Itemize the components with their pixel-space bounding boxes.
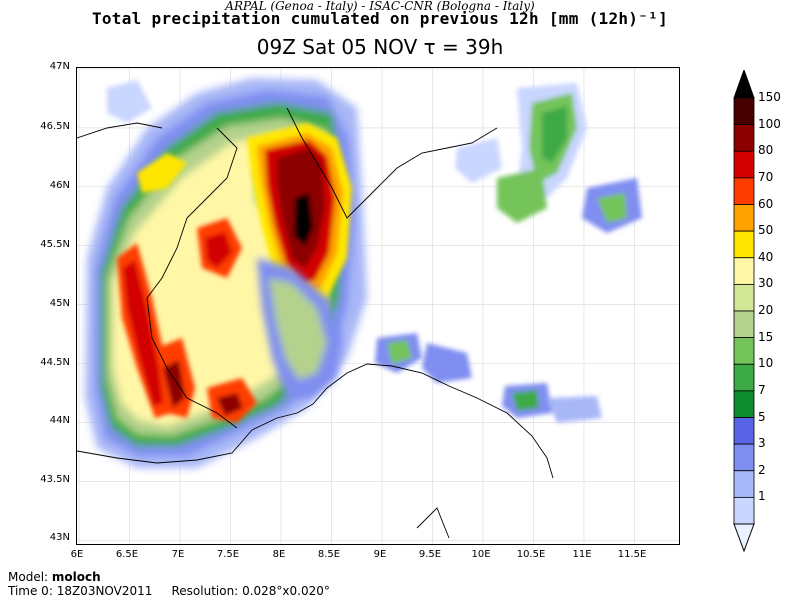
colorbar-max-arrow — [733, 70, 755, 99]
resolution-label: Resolution: — [171, 584, 239, 598]
colorbar-swatch — [733, 337, 755, 365]
precip-sea-tail — [257, 258, 342, 398]
colorbar-swatch — [733, 496, 755, 525]
colorbar-level-label: 60 — [758, 196, 774, 211]
footer-info: Model: moloch Time 0: 18Z03NOV2011 Resol… — [8, 570, 330, 598]
colorbar-swatch — [733, 124, 755, 152]
colorbar-swatch — [733, 417, 755, 445]
colorbar-level-label: 70 — [758, 169, 774, 184]
lon-label: 9E — [373, 549, 387, 560]
map-title: Total precipitation cumulated on previou… — [91, 9, 669, 28]
map-canvas — [77, 68, 679, 544]
colorbar-level-label: 80 — [758, 143, 774, 158]
colorbar-swatch — [733, 204, 755, 232]
lon-label: 11.5E — [617, 549, 647, 560]
colorbar-level-label: 7 — [758, 382, 766, 397]
precip-east-cells — [107, 80, 642, 423]
colorbar-level-label: 20 — [758, 303, 774, 317]
lon-label: 10E — [471, 549, 491, 560]
lat-label: 46.5N — [40, 121, 70, 132]
lon-label: 10.5E — [516, 549, 546, 560]
lat-label: 45.5N — [40, 239, 70, 250]
colorbar-level-label: 3 — [758, 436, 766, 451]
lat-label: 45N — [49, 298, 70, 309]
lat-label: 47N — [49, 61, 70, 72]
lon-label: 8E — [272, 549, 286, 560]
colorbar-min-arrow — [733, 523, 755, 552]
credits-line: ARPAL (Genoa - Italy) - ISAC-CNR (Bologn… — [225, 0, 535, 13]
colorbar-swatch — [733, 470, 755, 498]
lat-label: 43.5N — [40, 474, 70, 485]
colorbar-swatch — [733, 257, 755, 285]
colorbar-level-label: 30 — [758, 276, 774, 291]
time-label: Time 0: — [8, 584, 53, 598]
lon-label: 8.5E — [317, 549, 341, 560]
colorbar-level-label: 40 — [758, 249, 774, 264]
lon-label: 7E — [171, 549, 185, 560]
lat-label: 43N — [49, 532, 70, 543]
lon-label: 7.5E — [216, 549, 240, 560]
precipitation-map — [76, 67, 680, 545]
map-subtitle: 09Z Sat 05 NOV τ = 39h — [256, 35, 504, 59]
coastlines-and-borders — [77, 107, 554, 539]
time-value: 18Z03NOV2011 — [56, 584, 153, 598]
colorbar-level-label: 5 — [758, 409, 766, 424]
colorbar — [733, 70, 755, 552]
colorbar-swatch — [733, 443, 755, 472]
model-label: Model: — [8, 570, 49, 584]
colorbar-level-label: 15 — [758, 329, 774, 344]
colorbar-level-label: 50 — [758, 223, 774, 238]
lat-label: 44.5N — [40, 357, 70, 368]
precip-northeast-core — [247, 123, 352, 308]
colorbar-level-label: 10 — [758, 356, 774, 371]
lon-label: 6E — [70, 549, 84, 560]
colorbar-swatch — [733, 177, 755, 205]
colorbar-swatch — [733, 150, 755, 179]
colorbar-swatch — [733, 283, 755, 312]
colorbar-swatch — [733, 390, 755, 418]
colorbar-swatch — [733, 97, 755, 126]
lat-label: 46N — [49, 180, 70, 191]
colorbar-level-label: 2 — [758, 462, 766, 477]
resolution-value: 0.028°x0.020° — [242, 584, 330, 598]
lon-label: 9.5E — [418, 549, 442, 560]
lon-label: 11E — [572, 549, 592, 560]
lon-label: 6.5E — [115, 549, 139, 560]
model-value: moloch — [51, 570, 101, 584]
colorbar-level-label: 150 — [758, 90, 781, 104]
lat-label: 44N — [49, 415, 70, 426]
colorbar-swatch — [733, 230, 755, 259]
colorbar-swatch — [733, 310, 755, 339]
colorbar-swatch — [733, 363, 755, 392]
colorbar-level-label: 1 — [758, 489, 766, 504]
colorbar-level-label: 100 — [758, 116, 781, 131]
